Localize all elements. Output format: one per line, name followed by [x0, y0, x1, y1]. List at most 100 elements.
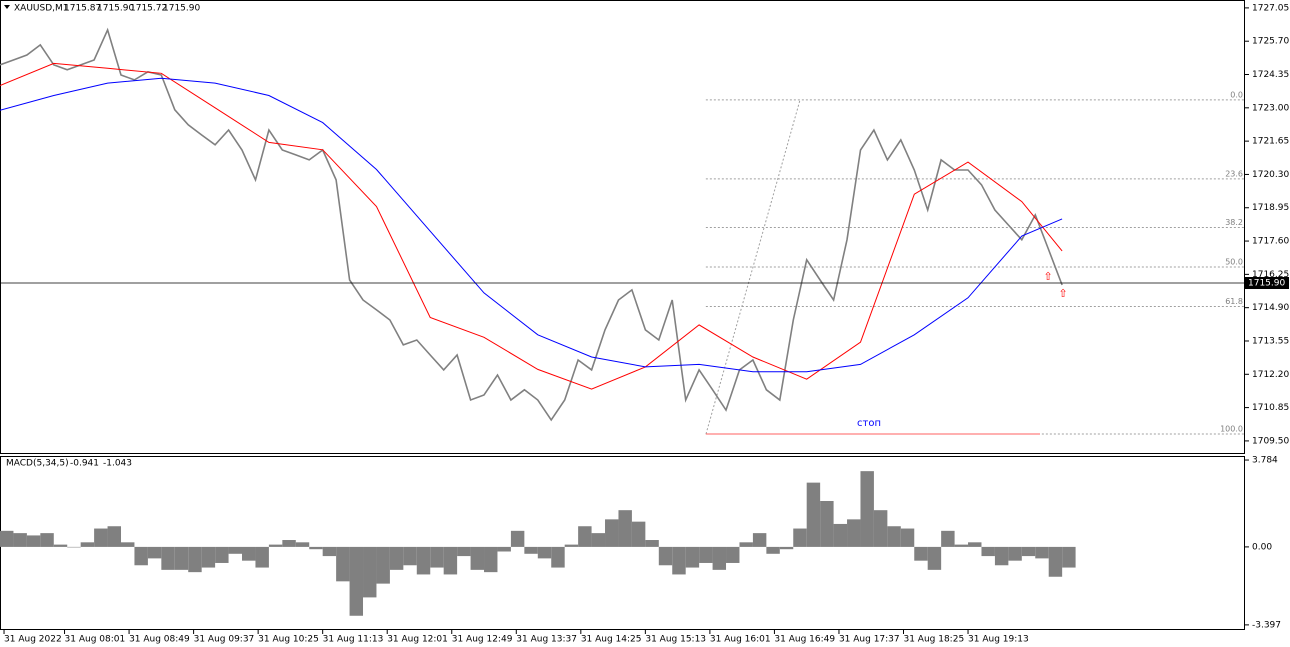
macd-bar	[107, 526, 122, 547]
y-tick-label: 1725.70	[1252, 37, 1289, 47]
macd-bar	[551, 546, 565, 568]
buy-arrow: ⇧	[1043, 270, 1052, 283]
macd-bar	[672, 546, 686, 575]
macd-bar	[242, 546, 256, 561]
x-tick-label: 31 Aug 08:49	[129, 635, 190, 645]
macd-bar	[820, 500, 834, 547]
macd-bar	[80, 542, 95, 547]
y-tick-label: 1710.85	[1252, 403, 1289, 413]
x-tick-label: 31 Aug 12:01	[387, 635, 448, 645]
macd-bar	[726, 546, 740, 563]
x-tick-label: 31 Aug 16:01	[710, 635, 771, 645]
macd-bar	[712, 546, 727, 570]
y-tick-label: 1709.50	[1252, 436, 1289, 446]
ohlc-value: 1715.87	[64, 4, 101, 14]
moving-average	[0, 62, 1063, 390]
macd-bar	[793, 528, 807, 547]
macd-bar	[591, 533, 606, 547]
y-tick-label: 1717.60	[1252, 237, 1289, 247]
symbol-title: XAUUSD,M1	[14, 4, 69, 14]
macd-bar	[685, 546, 700, 568]
price-line	[0, 27, 1063, 422]
y-tick-label: 1727.05	[1252, 3, 1289, 13]
macd-bar	[470, 546, 485, 570]
macd-bar	[67, 546, 81, 548]
ohlc-value: 1715.72	[130, 4, 167, 14]
macd-bar	[174, 546, 189, 570]
macd-bar	[847, 519, 861, 547]
macd-bar	[860, 471, 874, 547]
macd-bar	[658, 546, 673, 566]
macd-bar	[806, 482, 821, 547]
y-tick-label: 1713.55	[1252, 336, 1289, 346]
y-tick-label: 1716.25	[1252, 270, 1289, 280]
collapse-icon[interactable]	[4, 5, 10, 9]
y-tick-label: 3.784	[1252, 456, 1278, 466]
x-tick-label: 31 Aug 13:37	[516, 635, 577, 645]
fib-label: 23.6	[1225, 169, 1243, 178]
macd-bar	[564, 544, 579, 547]
macd-bar	[510, 530, 525, 547]
macd-bar	[188, 546, 202, 573]
macd-value: -1.043	[103, 459, 132, 469]
macd-bar	[887, 526, 901, 547]
macd-bar	[941, 530, 955, 547]
macd-bar	[134, 546, 148, 566]
macd-bar	[631, 521, 646, 547]
macd-bar	[457, 546, 471, 557]
y-tick-label: 1724.35	[1252, 70, 1289, 80]
macd-bar	[94, 528, 108, 547]
y-tick-label: 1723.00	[1252, 103, 1289, 113]
y-tick-label: 1712.20	[1252, 370, 1289, 380]
y-tick-label: 1721.65	[1252, 137, 1289, 147]
moving-average	[0, 77, 1063, 373]
macd-bar	[26, 535, 41, 547]
macd-bar	[121, 542, 135, 547]
last-price-label: 1715.90	[1248, 279, 1285, 289]
macd-bar	[443, 546, 458, 575]
fib-trend-line	[705, 99, 801, 435]
macd-bar	[147, 546, 162, 559]
x-tick-label: 31 Aug 14:25	[581, 635, 642, 645]
x-tick-label: 31 Aug 16:49	[774, 635, 835, 645]
macd-value: -0.941	[70, 459, 99, 469]
last-price-box	[1245, 277, 1289, 290]
macd-bar	[994, 546, 1009, 566]
fib-label: 38.2	[1225, 218, 1243, 227]
macd-bar	[954, 544, 969, 547]
macd-bar	[430, 546, 444, 568]
macd-bar	[389, 546, 404, 570]
macd-bar	[1008, 546, 1022, 561]
stop-annotation: стоп	[857, 418, 881, 429]
x-tick-label: 31 Aug 09:37	[194, 635, 255, 645]
macd-bar	[900, 528, 915, 547]
macd-bar	[873, 510, 888, 547]
macd-bar	[605, 519, 619, 547]
macd-bar	[228, 546, 243, 554]
macd-bar	[13, 533, 27, 547]
macd-bar	[1021, 546, 1036, 557]
macd-bar	[524, 546, 538, 554]
macd-bar	[645, 540, 659, 547]
macd-bar	[215, 546, 229, 563]
macd-bar	[1048, 546, 1063, 577]
price-panel	[0, 0, 1245, 454]
macd-bar	[1062, 546, 1076, 568]
macd-bar	[40, 533, 54, 547]
macd-bar	[282, 540, 296, 547]
fib-label: 100.0	[1220, 425, 1243, 434]
x-tick-label: 31 Aug 15:13	[645, 635, 706, 645]
y-tick-label: 1714.90	[1252, 303, 1289, 313]
buy-arrow: ⇧	[1058, 287, 1067, 300]
macd-bar	[309, 546, 323, 550]
fib-label: 61.8	[1225, 297, 1243, 306]
ohlc-value: 1715.90	[97, 4, 134, 14]
fib-label: 50.0	[1225, 257, 1243, 266]
macd-bar	[416, 546, 431, 575]
fib-label: 0.0	[1230, 90, 1243, 99]
macd-title: MACD(5,34,5)	[6, 459, 69, 469]
macd-bar	[363, 546, 377, 598]
y-tick-label: 1720.30	[1252, 170, 1289, 180]
macd-bar	[349, 546, 364, 616]
x-tick-label: 31 Aug 19:13	[968, 635, 1029, 645]
